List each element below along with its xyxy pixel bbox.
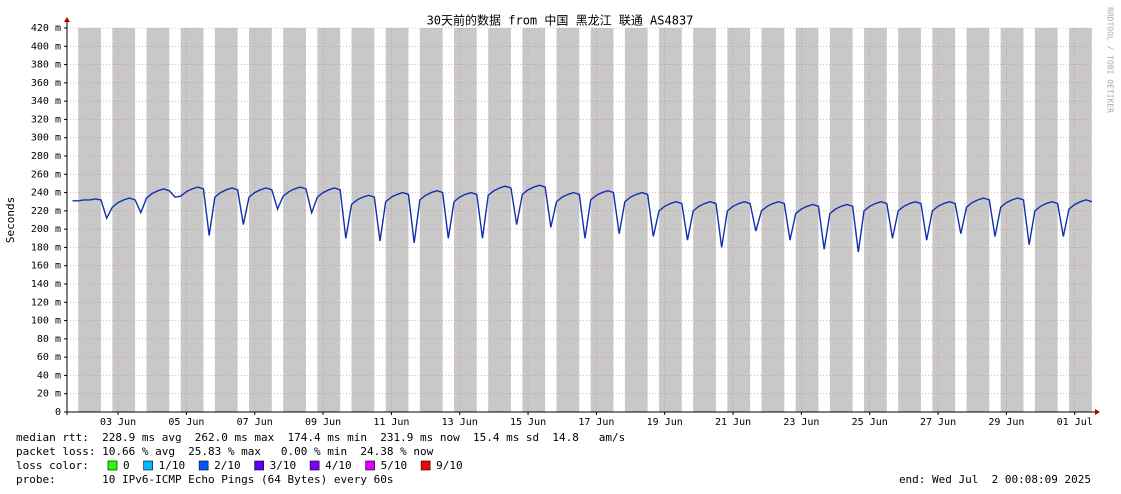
- x-tick-label: 15 Jun: [510, 417, 546, 428]
- shaded-period: [522, 28, 546, 412]
- x-tick-label: 25 Jun: [852, 417, 888, 428]
- x-tick-label: 29 Jun: [988, 417, 1024, 428]
- probe: probe: 10 IPv6-ICMP Echo Pings (64 Bytes…: [16, 473, 394, 486]
- x-tick-label: 27 Jun: [920, 417, 956, 428]
- y-tick-label: 340 m: [31, 96, 61, 107]
- x-tick-label: 07 Jun: [237, 417, 273, 428]
- axis-arrow: [64, 17, 70, 22]
- shaded-period: [761, 28, 785, 412]
- shaded-period: [1069, 28, 1092, 412]
- shaded-period: [78, 28, 101, 412]
- shaded-period: [249, 28, 272, 412]
- shaded-period: [112, 28, 136, 412]
- y-tick-label: 420 m: [31, 23, 61, 34]
- x-tick-label: 13 Jun: [442, 417, 478, 428]
- shaded-period: [727, 28, 751, 412]
- shaded-period: [1000, 28, 1024, 412]
- axis-arrow: [1095, 409, 1100, 415]
- legend-label: 2/10: [214, 459, 241, 472]
- legend-label: 4/10: [325, 459, 352, 472]
- y-tick-label: 180 m: [31, 242, 61, 253]
- shaded-period: [829, 28, 853, 412]
- y-tick-label: 60 m: [37, 352, 61, 363]
- legend-label: 0: [123, 459, 130, 472]
- shaded-period: [351, 28, 375, 412]
- legend-swatch: [107, 460, 118, 471]
- shaded-period: [1034, 28, 1058, 412]
- x-tick-label: 05 Jun: [168, 417, 204, 428]
- legend-swatch: [143, 460, 153, 471]
- shaded-period: [932, 28, 956, 412]
- shaded-period: [659, 28, 682, 412]
- y-tick-label: 0: [55, 407, 61, 418]
- shaded-period: [180, 28, 204, 412]
- y-tick-label: 260 m: [31, 169, 61, 180]
- shaded-period: [556, 28, 580, 412]
- y-tick-label: 300 m: [31, 133, 61, 144]
- legend-swatch: [365, 460, 375, 471]
- shaded-period: [590, 28, 614, 412]
- x-tick-label: 09 Jun: [305, 417, 341, 428]
- x-tick-label: 01 Jul: [1057, 417, 1093, 428]
- shaded-period: [214, 28, 238, 412]
- shaded-period: [693, 28, 716, 412]
- shaded-period: [966, 28, 990, 412]
- end-time: end: Wed Jul 2 00:08:09 2025: [899, 473, 1091, 486]
- y-tick-label: 320 m: [31, 114, 61, 125]
- y-tick-label: 200 m: [31, 224, 61, 235]
- y-tick-label: 40 m: [37, 370, 61, 381]
- legend-swatch: [309, 460, 320, 471]
- y-tick-label: 240 m: [31, 188, 61, 199]
- y-tick-label: 360 m: [31, 78, 61, 89]
- shaded-period: [898, 28, 921, 412]
- y-tick-label: 160 m: [31, 261, 61, 272]
- y-tick-label: 400 m: [31, 41, 61, 52]
- x-tick-label: 23 Jun: [783, 417, 819, 428]
- x-tick-label: 21 Jun: [715, 417, 751, 428]
- shaded-period: [454, 28, 477, 412]
- plot-area: [67, 27, 1092, 413]
- shaded-period: [317, 28, 341, 412]
- y-tick-label: 100 m: [31, 316, 61, 327]
- watermark: RRDTOOL / TOBI OETIKER: [1106, 7, 1115, 113]
- x-tick-label: 03 Jun: [100, 417, 136, 428]
- y-tick-label: 120 m: [31, 297, 61, 308]
- y-tick-label: 380 m: [31, 60, 61, 71]
- x-tick-label: 11 Jun: [373, 417, 409, 428]
- legend-swatch: [198, 460, 209, 471]
- legend-title: loss color:: [16, 459, 89, 472]
- shaded-period: [385, 28, 409, 412]
- y-tick-label: 20 m: [37, 389, 61, 400]
- legend-label: 9/10: [436, 459, 463, 472]
- shaded-period: [419, 28, 443, 412]
- shaded-period: [283, 28, 306, 412]
- y-tick-label: 140 m: [31, 279, 61, 290]
- shaded-period: [864, 28, 887, 412]
- x-tick-label: 19 Jun: [647, 417, 683, 428]
- legend-label: 5/10: [381, 459, 408, 472]
- stats-line: median rtt: 228.9 ms avg 262.0 ms max 17…: [16, 431, 625, 444]
- legend-swatch: [420, 460, 431, 471]
- stats-line: packet loss: 10.66 % avg 25.83 % max 0.0…: [16, 445, 434, 458]
- shaded-period: [624, 28, 648, 412]
- shaded-period: [795, 28, 819, 412]
- legend-label: 1/10: [159, 459, 186, 472]
- legend-label: 3/10: [270, 459, 297, 472]
- shaded-period: [488, 28, 511, 412]
- y-axis-label: Seconds: [4, 197, 17, 243]
- legend-swatch: [254, 460, 264, 471]
- shaded-period: [146, 28, 170, 412]
- x-tick-label: 17 Jun: [578, 417, 614, 428]
- y-tick-label: 280 m: [31, 151, 61, 162]
- y-tick-label: 220 m: [31, 206, 61, 217]
- chart-title: 30天前的数据 from 中国 黑龙江 联通 AS4837: [427, 13, 694, 28]
- median-line: [72, 184, 1093, 253]
- y-tick-label: 80 m: [37, 334, 61, 345]
